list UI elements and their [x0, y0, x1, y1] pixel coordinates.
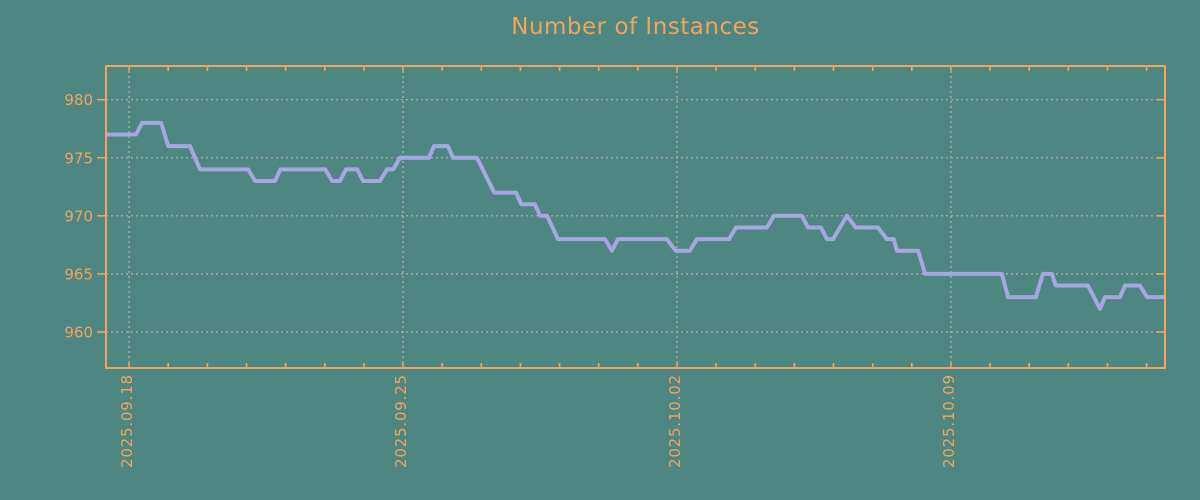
instances-line: [106, 120, 1165, 311]
x-tick-label: 2025.10.02: [666, 374, 684, 468]
x-tick-label: 2025.09.25: [392, 374, 410, 468]
y-tick-label: 980: [64, 91, 93, 109]
y-tick-label: 960: [64, 324, 93, 342]
x-tick-label: 2025.10.09: [940, 374, 958, 468]
y-tick-label: 965: [64, 265, 93, 283]
y-tick-label: 970: [64, 207, 93, 225]
y-tick-label: 975: [64, 149, 93, 167]
chart-title: Number of Instances: [511, 14, 760, 40]
x-tick-label: 2025.09.18: [118, 374, 136, 468]
plot-frame: [105, 65, 1166, 369]
